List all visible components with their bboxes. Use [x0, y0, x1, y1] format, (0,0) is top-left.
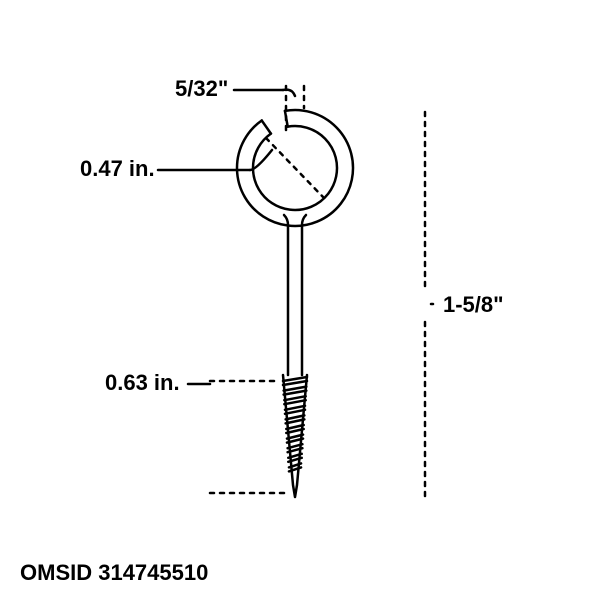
diagram-svg	[0, 0, 600, 600]
label-omsid: OMSID 314745510	[20, 560, 208, 586]
label-overall-length: 1-5/8"	[443, 292, 504, 318]
diagram-stage: 5/32" 0.47 in. 0.63 in. 1-5/8" OMSID 314…	[0, 0, 600, 600]
label-wire-diameter: 5/32"	[175, 76, 228, 102]
label-inner-diameter: 0.47 in.	[80, 156, 155, 182]
label-thread-length: 0.63 in.	[105, 370, 180, 396]
